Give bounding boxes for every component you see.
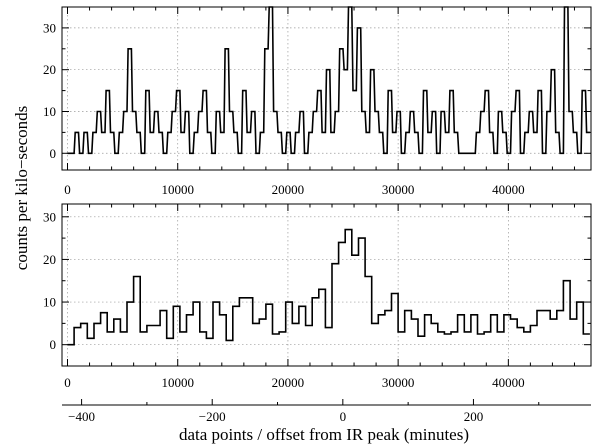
panel-1-ytick-label-0: 0 <box>50 146 57 161</box>
panel-2-step-series <box>67 228 590 346</box>
panel-2-xtick-label-1: 10000 <box>161 375 194 390</box>
panel-1-xtick-label-3: 30000 <box>382 182 415 197</box>
panel-2-secondary-xtick-label-2: 0 <box>340 409 347 424</box>
panel-1-ytick-label-2: 20 <box>43 62 56 77</box>
panel-2-secondary-xtick-label-3: 200 <box>464 409 484 424</box>
panel-1-ytick-label-1: 10 <box>43 104 56 119</box>
panel-2-xtick-label-4: 40000 <box>492 375 525 390</box>
panel-1-frame <box>61 6 592 171</box>
panel-2-xtick-label-0: 0 <box>64 375 71 390</box>
panel-2-frame <box>61 203 592 367</box>
panel-1-xtick-label-4: 40000 <box>492 182 525 197</box>
panel-1-ytick-label-3: 30 <box>43 20 56 35</box>
panel-1-xtick-label-2: 20000 <box>272 182 305 197</box>
panel-2-xtick-label-2: 20000 <box>272 375 305 390</box>
panel-1-step-series <box>67 6 590 155</box>
panel-2-secondary-xtick-label-0: −400 <box>68 409 95 424</box>
panel-2-ytick-label-2: 20 <box>43 252 56 267</box>
x-axis-title: data points / offset from IR peak (minut… <box>179 425 469 444</box>
panel-1-xtick-label-0: 0 <box>64 182 71 197</box>
panel-2-secondary-xtick-label-1: −200 <box>199 409 226 424</box>
y-axis-title: counts per kilo−seconds <box>12 106 31 270</box>
panel-2-ytick-label-1: 10 <box>43 295 56 310</box>
panel-2-ytick-label-0: 0 <box>50 337 57 352</box>
panel-1-xtick-label-1: 10000 <box>161 182 194 197</box>
panel-2-ytick-label-3: 30 <box>43 209 56 224</box>
panel-2-xtick-label-3: 30000 <box>382 375 415 390</box>
